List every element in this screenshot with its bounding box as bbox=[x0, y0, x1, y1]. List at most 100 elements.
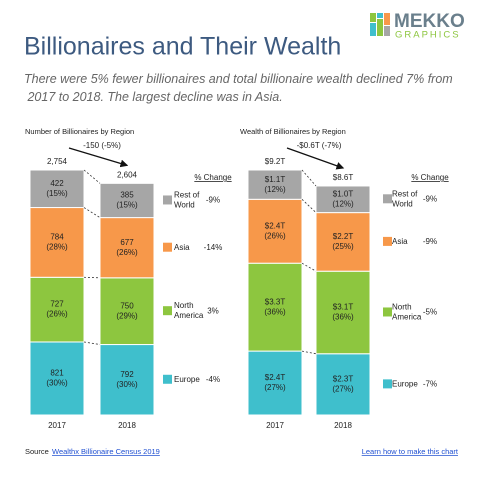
share-label: (36%) bbox=[264, 307, 286, 316]
bar-segment bbox=[315, 185, 371, 214]
source-link[interactable]: Wealthx Billionaire Census 2019 bbox=[52, 447, 160, 456]
bar-segment bbox=[99, 182, 155, 219]
legend-swatch bbox=[163, 242, 172, 252]
legend-label: Rest of World bbox=[392, 189, 420, 208]
change-arrow bbox=[286, 147, 345, 170]
percent-change: -14% bbox=[204, 243, 223, 252]
value-label: $2.2T bbox=[333, 232, 354, 241]
logo-block bbox=[384, 26, 390, 36]
share-label: (12%) bbox=[332, 199, 354, 208]
value-label: 385 bbox=[120, 191, 134, 200]
bar-segment bbox=[247, 169, 303, 200]
value-label: 821 bbox=[50, 369, 64, 378]
share-label: (27%) bbox=[332, 384, 354, 393]
connector bbox=[83, 169, 101, 184]
bar-segment bbox=[315, 353, 371, 416]
total-label: $8.6T bbox=[333, 173, 354, 182]
title: Billionaires and Their Wealth bbox=[24, 33, 341, 61]
legend-swatch bbox=[383, 236, 392, 246]
logo-block bbox=[377, 19, 383, 36]
share-label: (26%) bbox=[116, 248, 138, 257]
logo-block bbox=[370, 23, 376, 36]
bar-segment bbox=[315, 270, 371, 355]
bar-segment bbox=[247, 350, 303, 416]
x-tick-label: 2017 bbox=[48, 421, 66, 430]
share-label: (26%) bbox=[46, 310, 68, 319]
value-label: 677 bbox=[120, 238, 134, 247]
share-label: (30%) bbox=[46, 379, 68, 388]
x-tick-label: 2018 bbox=[334, 421, 352, 430]
connector bbox=[301, 262, 317, 272]
logo: MEKKO GRAPHICS bbox=[370, 11, 465, 41]
source-label: Source bbox=[25, 447, 49, 456]
legend-label: Asia bbox=[392, 237, 408, 246]
connector bbox=[301, 350, 317, 355]
share-label: (29%) bbox=[116, 311, 138, 320]
bar-segment bbox=[29, 169, 85, 209]
legend-label: Rest of World bbox=[174, 191, 202, 210]
percent-change: -5% bbox=[423, 308, 437, 317]
legend-label: North America bbox=[174, 301, 204, 320]
bar-segment bbox=[29, 207, 85, 278]
share-label: (12%) bbox=[264, 185, 286, 194]
connector bbox=[83, 207, 101, 218]
value-label: $1.0T bbox=[333, 189, 354, 198]
legend-swatch bbox=[383, 194, 392, 204]
value-label: 792 bbox=[120, 370, 134, 379]
share-label: (15%) bbox=[46, 189, 68, 198]
change-label: -150 (-5%) bbox=[83, 141, 121, 150]
bar-segment bbox=[99, 217, 155, 279]
percent-change: -9% bbox=[423, 194, 437, 203]
value-label: $2.4T bbox=[265, 373, 286, 382]
legend-swatch bbox=[163, 195, 172, 205]
legend-swatch bbox=[163, 374, 172, 384]
connector bbox=[301, 169, 317, 187]
legend-label: North America bbox=[392, 303, 422, 322]
logo-block bbox=[370, 13, 376, 22]
total-label: 2,754 bbox=[47, 157, 68, 166]
share-label: (15%) bbox=[116, 201, 138, 210]
chart-title: Wealth of Billionaires by Region bbox=[240, 127, 346, 136]
share-label: (36%) bbox=[332, 313, 354, 322]
percent-change: -4% bbox=[206, 375, 220, 384]
share-label: (30%) bbox=[116, 380, 138, 389]
logo-block bbox=[377, 13, 383, 18]
legend-swatch bbox=[383, 307, 392, 317]
learn-link[interactable]: Learn how to make this chart bbox=[362, 447, 459, 456]
subtitle: There were 5% fewer billionaires and tot… bbox=[24, 72, 453, 104]
total-label: 2,604 bbox=[117, 170, 138, 179]
value-label: 422 bbox=[50, 179, 64, 188]
bar-segment bbox=[315, 212, 371, 272]
change-header: % Change bbox=[411, 173, 449, 182]
bar-segment bbox=[247, 262, 303, 352]
connector bbox=[301, 199, 317, 213]
percent-change: -9% bbox=[423, 237, 437, 246]
logo-sub: GRAPHICS bbox=[395, 30, 461, 41]
value-label: 784 bbox=[50, 233, 64, 242]
change-header: % Change bbox=[194, 173, 232, 182]
logo-main: MEKKO bbox=[394, 11, 465, 32]
value-label: 750 bbox=[120, 301, 134, 310]
x-tick-label: 2017 bbox=[266, 421, 284, 430]
legend-swatch bbox=[383, 379, 392, 389]
share-label: (26%) bbox=[264, 231, 286, 240]
percent-change: 3% bbox=[207, 306, 219, 315]
change-label: -$0.6T (-7%) bbox=[297, 141, 342, 150]
logo-block bbox=[384, 13, 390, 25]
legend-label: Europe bbox=[174, 375, 200, 384]
value-label: 727 bbox=[50, 300, 64, 309]
percent-change: -7% bbox=[423, 379, 437, 388]
value-label: $2.3T bbox=[333, 374, 354, 383]
share-label: (27%) bbox=[264, 383, 286, 392]
bar-segment bbox=[99, 277, 155, 346]
chart-title: Number of Billionaires by Region bbox=[25, 127, 134, 136]
value-label: $1.1T bbox=[265, 175, 286, 184]
percent-change: -9% bbox=[206, 196, 220, 205]
bar-segment bbox=[29, 341, 85, 416]
value-label: $3.1T bbox=[333, 303, 354, 312]
x-tick-label: 2018 bbox=[118, 421, 136, 430]
total-label: $9.2T bbox=[265, 157, 286, 166]
change-arrow bbox=[68, 147, 129, 168]
legend-label: Europe bbox=[392, 379, 418, 388]
